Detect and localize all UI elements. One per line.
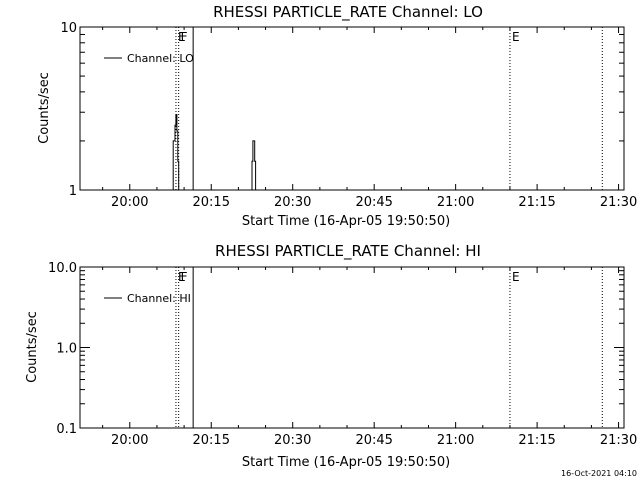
x-tick-label: 20:15 [193,433,230,448]
y-tick-label: 1.0 [56,342,77,357]
x-tick-label: 20:15 [193,195,230,210]
x-tick-label: 21:30 [600,433,637,448]
legend-entry: Channel: HI [127,292,191,305]
x-tick-label: 21:15 [518,433,555,448]
x-axis-label: Start Time (16-Apr-05 19:50:50) [242,455,450,470]
legend-entry: Channel: LO [127,52,194,65]
chart-panel-lo: RHESSI PARTICLE_RATE Channel: LO Start T… [37,3,637,229]
x-axis-label: Start Time (16-Apr-05 19:50:50) [242,214,450,229]
y-tick-label: 10 [60,21,77,36]
x-tick-label: 20:45 [355,195,392,210]
event-marker-label: E [512,30,520,44]
event-marker-label: F [181,30,188,44]
generation-timestamp: 16-Oct-2021 04:10 [561,469,637,478]
event-marker-label: F [181,270,188,284]
x-tick-label: 21:30 [600,195,637,210]
event-marker-label: E [178,30,186,44]
chart-title: RHESSI PARTICLE_RATE Channel: LO [213,3,483,22]
x-tick-label: 21:00 [437,433,474,448]
series-line [251,140,257,191]
chart-panel-hi: RHESSI PARTICLE_RATE Channel: HI Start T… [25,242,637,470]
y-tick-label: 1 [69,184,77,199]
x-tick-label: 20:45 [355,433,392,448]
x-tick-label: 20:30 [274,433,311,448]
plot-frame [79,26,625,191]
y-tick-label: 0.1 [56,422,77,437]
x-tick-label: 20:00 [111,195,148,210]
event-marker-label: E [178,270,186,284]
chart-title: RHESSI PARTICLE_RATE Channel: HI [215,242,481,261]
event-marker-label: E [512,270,520,284]
x-tick-label: 20:00 [111,433,148,448]
y-axis-label: Counts/sec [37,72,52,144]
y-tick-label: 10.0 [48,261,77,276]
y-axis-label: Counts/sec [25,311,40,383]
series-line [172,114,180,191]
x-tick-label: 21:00 [437,195,474,210]
x-tick-label: 20:30 [274,195,311,210]
x-tick-label: 21:15 [518,195,555,210]
